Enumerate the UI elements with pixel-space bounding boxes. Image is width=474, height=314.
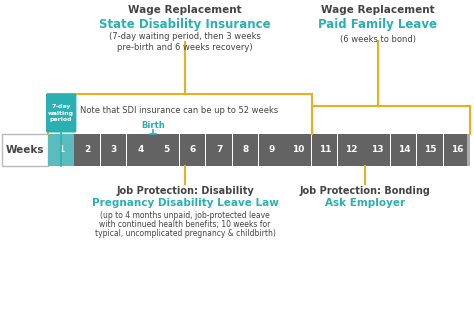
Text: typical, uncomplicated pregnancy & childbirth): typical, uncomplicated pregnancy & child…: [94, 229, 275, 238]
Text: Job Protection: Bonding: Job Protection: Bonding: [300, 186, 430, 196]
Bar: [206, 134, 232, 166]
Text: 16: 16: [451, 145, 463, 154]
Text: Wage Replacement: Wage Replacement: [128, 5, 242, 15]
Text: 8: 8: [243, 145, 249, 154]
Text: (7-day waiting period, then 3 weeks: (7-day waiting period, then 3 weeks: [109, 32, 261, 41]
Bar: [48, 134, 73, 166]
Text: Ask Employer: Ask Employer: [325, 198, 405, 208]
Bar: [444, 134, 469, 166]
Bar: [259, 134, 284, 166]
Text: 3: 3: [111, 145, 117, 154]
Text: Paid Family Leave: Paid Family Leave: [319, 18, 438, 31]
Text: 14: 14: [398, 145, 410, 154]
Bar: [391, 134, 417, 166]
Bar: [233, 134, 258, 166]
Text: 1: 1: [58, 145, 64, 154]
Text: pre-birth and 6 weeks recovery): pre-birth and 6 weeks recovery): [117, 43, 253, 52]
Text: Wage Replacement: Wage Replacement: [321, 5, 435, 15]
Text: 6: 6: [190, 145, 196, 154]
Text: with continued health benefits; 10 weeks for: with continued health benefits; 10 weeks…: [100, 220, 271, 229]
FancyBboxPatch shape: [46, 94, 76, 133]
Bar: [467, 134, 470, 166]
Bar: [365, 134, 390, 166]
Text: (up to 4 months unpaid, job-protected leave: (up to 4 months unpaid, job-protected le…: [100, 211, 270, 220]
Text: 12: 12: [345, 145, 357, 154]
Text: 11: 11: [319, 145, 331, 154]
Text: Birth: Birth: [142, 121, 165, 130]
Bar: [338, 134, 364, 166]
Text: 4: 4: [137, 145, 144, 154]
Text: Job Protection: Disability: Job Protection: Disability: [116, 186, 254, 196]
Bar: [101, 134, 127, 166]
Text: 15: 15: [424, 145, 437, 154]
Text: 7-day
waiting
period: 7-day waiting period: [48, 104, 74, 122]
Text: State Disability Insurance: State Disability Insurance: [99, 18, 271, 31]
Bar: [417, 134, 443, 166]
Bar: [154, 134, 179, 166]
Bar: [74, 134, 100, 166]
Bar: [312, 134, 337, 166]
Bar: [180, 134, 205, 166]
Bar: [127, 134, 153, 166]
Text: 13: 13: [372, 145, 384, 154]
Text: (6 weeks to bond): (6 weeks to bond): [340, 35, 416, 44]
Text: Pregnancy Disability Leave Law: Pregnancy Disability Leave Law: [91, 198, 278, 208]
Bar: [2, 134, 48, 166]
Bar: [285, 134, 311, 166]
Text: 9: 9: [269, 145, 275, 154]
Text: 7: 7: [216, 145, 223, 154]
Text: 10: 10: [292, 145, 305, 154]
Text: Note that SDI insurance can be up to 52 weeks: Note that SDI insurance can be up to 52 …: [80, 106, 278, 115]
Text: 2: 2: [84, 145, 91, 154]
Text: Weeks: Weeks: [6, 145, 44, 155]
Text: 5: 5: [164, 145, 170, 154]
